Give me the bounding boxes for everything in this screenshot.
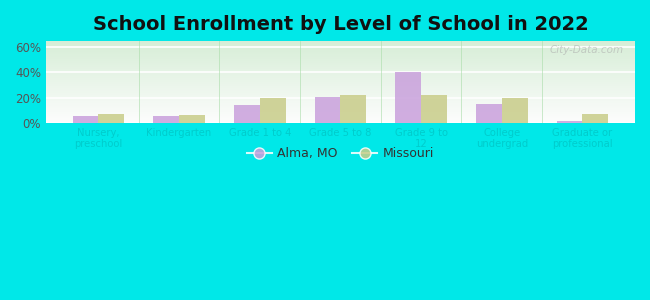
Bar [98, 114, 124, 123]
Bar [46, 101, 635, 102]
Bar [46, 108, 635, 109]
Bar [46, 98, 635, 99]
Bar [46, 57, 635, 58]
Bar [46, 72, 635, 73]
Bar [46, 92, 635, 93]
Bar [46, 122, 635, 123]
Bar [46, 91, 635, 92]
Bar [315, 97, 341, 123]
Bar [234, 105, 260, 123]
Bar [46, 41, 635, 42]
Bar [46, 85, 635, 86]
Bar [46, 44, 635, 45]
Bar [46, 112, 635, 113]
Bar [46, 79, 635, 80]
Bar [46, 46, 635, 47]
Bar [395, 73, 421, 123]
Bar [46, 50, 635, 51]
Bar [46, 74, 635, 75]
Bar [46, 102, 635, 103]
Bar [46, 94, 635, 95]
Bar [46, 52, 635, 53]
Bar [46, 83, 635, 84]
Bar [46, 105, 635, 106]
Bar [46, 110, 635, 111]
Bar [46, 70, 635, 71]
Bar [46, 47, 635, 48]
Bar [46, 109, 635, 110]
Bar [46, 111, 635, 112]
Bar [46, 58, 635, 59]
Bar [46, 53, 635, 54]
Bar [46, 49, 635, 50]
Bar [46, 87, 635, 88]
Bar [46, 113, 635, 114]
Bar [46, 67, 635, 68]
Bar [46, 84, 635, 85]
Bar [46, 119, 635, 120]
Bar [476, 104, 502, 123]
Bar [46, 63, 635, 64]
Bar [46, 71, 635, 72]
Bar [46, 82, 635, 83]
Bar [46, 93, 635, 94]
Bar [46, 120, 635, 121]
Bar [46, 48, 635, 49]
Bar [46, 96, 635, 97]
Bar [46, 117, 635, 118]
Bar [46, 116, 635, 117]
Bar [46, 95, 635, 96]
Bar [46, 59, 635, 60]
Bar [46, 121, 635, 122]
Bar [46, 100, 635, 101]
Bar [46, 88, 635, 89]
Bar [341, 95, 366, 123]
Bar [46, 45, 635, 46]
Bar [46, 61, 635, 62]
Bar [46, 60, 635, 61]
Bar [46, 99, 635, 100]
Bar [46, 64, 635, 65]
Bar [46, 118, 635, 119]
Legend: Alma, MO, Missouri: Alma, MO, Missouri [242, 142, 439, 165]
Bar [46, 104, 635, 105]
Bar [556, 121, 582, 123]
Title: School Enrollment by Level of School in 2022: School Enrollment by Level of School in … [92, 15, 588, 34]
Bar [46, 90, 635, 91]
Bar [179, 115, 205, 123]
Bar [260, 98, 285, 123]
Bar [46, 81, 635, 82]
Bar [46, 56, 635, 57]
Bar [46, 86, 635, 87]
Bar [46, 51, 635, 52]
Bar [46, 54, 635, 55]
Bar [46, 114, 635, 115]
Bar [46, 76, 635, 77]
Bar [46, 77, 635, 78]
Bar [46, 73, 635, 74]
Bar [46, 75, 635, 76]
Bar [46, 69, 635, 70]
Bar [46, 106, 635, 107]
Bar [46, 115, 635, 116]
Bar [421, 95, 447, 123]
Bar [46, 66, 635, 67]
Bar [46, 97, 635, 98]
Bar [46, 80, 635, 81]
Bar [46, 68, 635, 69]
Bar [582, 115, 608, 123]
Bar [46, 55, 635, 56]
Bar [46, 78, 635, 79]
Bar [46, 65, 635, 66]
Bar [153, 116, 179, 123]
Bar [502, 98, 528, 123]
Bar [46, 62, 635, 63]
Bar [46, 103, 635, 104]
Text: City-Data.com: City-Data.com [549, 45, 623, 55]
Bar [46, 107, 635, 108]
Bar [46, 89, 635, 90]
Bar [73, 116, 98, 123]
Bar [46, 42, 635, 43]
